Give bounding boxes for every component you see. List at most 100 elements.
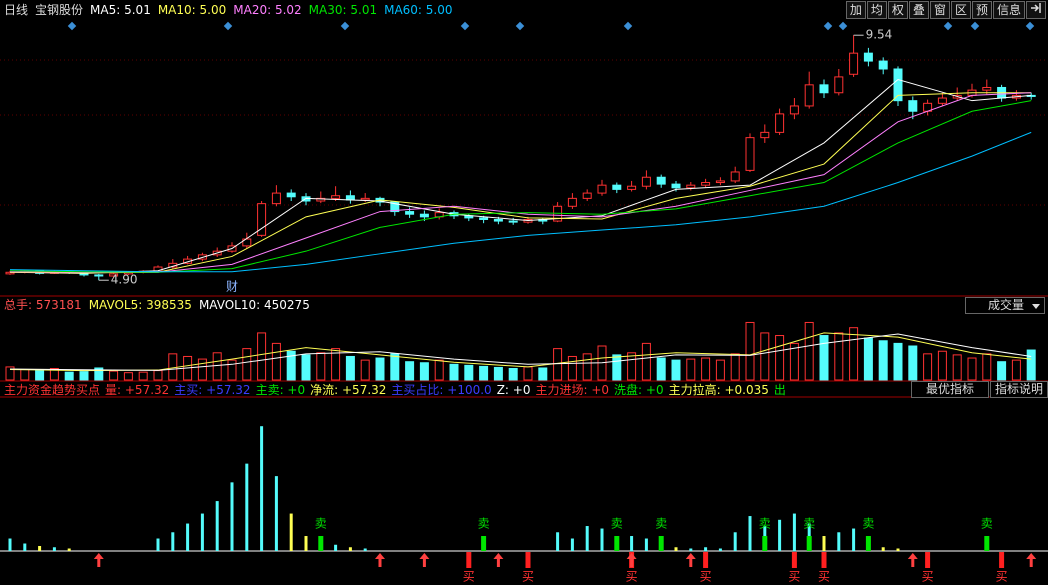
candle-body <box>345 195 355 201</box>
indicator-bar <box>689 548 693 551</box>
candle-body <box>493 218 503 222</box>
ma-value: 5.02 <box>274 3 302 17</box>
indicator-bar <box>289 513 293 551</box>
volume-bar <box>686 358 696 381</box>
indicator-bar <box>156 538 160 551</box>
sell-label: 卖 <box>315 517 327 531</box>
sell-signal <box>762 536 768 551</box>
exit-button[interactable] <box>1026 1 1046 19</box>
volume-bar <box>434 359 444 381</box>
indicator-bar <box>348 547 352 551</box>
candle-body <box>597 184 607 194</box>
candle-body <box>286 192 296 198</box>
buy-signal <box>999 552 1005 568</box>
toolbar-button[interactable]: 窗 <box>929 1 950 19</box>
sell-signal <box>318 536 324 551</box>
indicator-bar <box>8 538 12 551</box>
volume-bar <box>257 332 267 381</box>
indicator-bar <box>630 536 634 551</box>
indicator-readout: 洗盘: +0 <box>614 383 664 397</box>
candle-body <box>331 195 341 199</box>
sell-label: 卖 <box>611 517 623 531</box>
volume-bar <box>360 359 370 381</box>
volume-bar <box>982 353 992 381</box>
candle-body <box>390 201 400 213</box>
volume-bar <box>937 350 947 381</box>
sell-label: 卖 <box>803 517 815 531</box>
volume-bar <box>345 355 355 381</box>
ma-line <box>9 79 1032 274</box>
volume-bar <box>35 370 45 381</box>
volume-bar <box>493 366 503 381</box>
indicator-bar <box>67 548 71 551</box>
toolbar-button[interactable]: 信息 <box>992 1 1025 19</box>
sell-label: 卖 <box>478 517 490 531</box>
candle-body <box>715 180 725 184</box>
price-annotation: 4.90 <box>111 273 138 287</box>
indicator-help-button[interactable]: 指标说明 <box>990 381 1048 398</box>
volume-bar <box>523 366 533 381</box>
candle-body <box>937 97 947 104</box>
indicator-readout: Z: +0 <box>496 383 531 397</box>
buy-signal <box>525 552 531 568</box>
buy-signal <box>466 552 472 568</box>
sell-signal <box>984 536 990 551</box>
buy-arrow <box>626 553 637 567</box>
volume-bar <box>997 361 1007 381</box>
ma-line <box>9 131 1032 273</box>
indicator-bar <box>718 548 722 551</box>
volume-bar <box>405 361 415 381</box>
period[interactable]: 日线 <box>4 3 29 17</box>
buy-signal <box>703 552 709 568</box>
exit-icon <box>1031 3 1041 13</box>
indicator-bar <box>171 532 175 551</box>
indicator-bar <box>334 544 338 551</box>
toolbar-button[interactable]: 预 <box>971 1 992 19</box>
indicator-bar <box>570 538 574 551</box>
candle-body <box>893 68 903 102</box>
volume-bar <box>1026 349 1036 381</box>
volume-bar <box>834 332 844 381</box>
candle-body <box>849 52 859 75</box>
toolbar-button[interactable]: 叠 <box>908 1 929 19</box>
volume-bar <box>1011 359 1021 381</box>
event-marker <box>623 21 633 31</box>
toolbar-button[interactable]: 区 <box>950 1 971 19</box>
toolbar-button[interactable]: 均 <box>866 1 887 19</box>
volume-bar <box>863 337 873 381</box>
indicator-header: 主力资金趋势买点 量: +57.32 主买: +57.32 主卖: +0 净流: +5… <box>4 382 786 398</box>
candle-body <box>789 105 799 115</box>
volume-bar <box>331 348 341 381</box>
price-annotation: 9.54 <box>866 28 893 42</box>
sell-signal <box>865 536 871 551</box>
candle-body <box>257 203 267 236</box>
volume-bar <box>908 345 918 381</box>
ma-name: MA5: <box>90 3 121 17</box>
volume-bar <box>878 340 888 381</box>
indicator-bar <box>733 532 737 551</box>
volume-bar <box>286 350 296 381</box>
sell-signal <box>614 536 620 551</box>
toolbar-button[interactable]: 权 <box>887 1 908 19</box>
buy-arrow <box>685 553 696 567</box>
toolbar-button[interactable]: 加 <box>845 1 866 19</box>
buy-label: 买 <box>788 570 800 584</box>
mavol-name: MAVOL5: <box>88 298 143 312</box>
indicator-selector[interactable]: 成交量 <box>965 297 1045 314</box>
event-marker <box>515 21 525 31</box>
event-marker <box>970 21 980 31</box>
candle-body <box>804 84 814 107</box>
ma-readout: MA10: 5.00 <box>158 2 226 18</box>
ma-readout: MA30: 5.01 <box>309 2 377 18</box>
volume-bar <box>730 353 740 381</box>
candle-body <box>760 131 770 139</box>
ma-readout: MA20: 5.02 <box>233 2 301 18</box>
volume-bar <box>390 353 400 381</box>
volume-bar <box>789 342 799 381</box>
buy-signal <box>791 552 797 568</box>
best-indicator-button[interactable]: 最优指标 <box>911 381 989 398</box>
candle-body <box>656 176 666 185</box>
indicator-readout: 主力拉高: +0.035 <box>668 383 769 397</box>
event-marker <box>823 21 833 31</box>
